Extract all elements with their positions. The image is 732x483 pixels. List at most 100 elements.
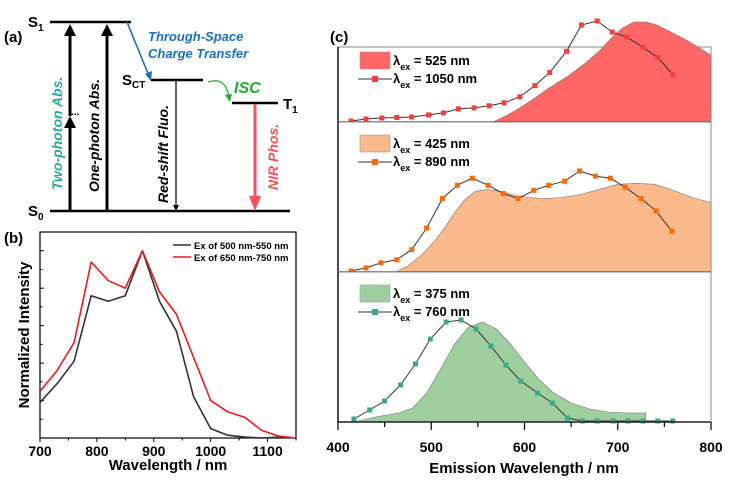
- sct-main: S: [122, 72, 132, 89]
- c-marker-2: [412, 361, 418, 367]
- c-marker-2: [443, 319, 449, 325]
- c-marker-0: [655, 54, 661, 60]
- isc-arrow: [207, 80, 232, 102]
- c-marker-2: [427, 336, 433, 342]
- two-photon-arrows: ...: [64, 24, 80, 211]
- sub: ex: [400, 62, 410, 72]
- c-marker-1: [653, 208, 659, 214]
- c-legend-fill-label: λex = 425 nm: [393, 136, 470, 155]
- c-marker-0: [455, 106, 461, 112]
- c-legend-fill-swatch: [359, 134, 391, 153]
- c-marker-1: [562, 178, 568, 184]
- axes-frame-b: [39, 231, 297, 439]
- panel-a-energy-diagram: (a) S1 S0 SCT T1 ... Two-photon Abs. One…: [4, 14, 298, 223]
- t1-sub: 1: [292, 105, 298, 116]
- c-fill-area-1: [395, 182, 712, 273]
- b-xtick-label: 700: [28, 443, 52, 459]
- lambda: λ: [393, 71, 401, 86]
- c-marker-0: [501, 100, 507, 106]
- c-marker-1: [485, 182, 491, 188]
- level-label-s1: S1: [28, 14, 44, 34]
- c-marker-1: [469, 175, 475, 181]
- level-label-sct: SCT: [122, 72, 145, 91]
- c-marker-2: [503, 362, 509, 368]
- c-marker-1: [546, 182, 552, 188]
- c-marker-2: [640, 418, 646, 424]
- s0-sub: 0: [38, 212, 44, 223]
- lambda: λ: [393, 53, 401, 68]
- c-marker-1: [577, 168, 582, 174]
- b-legend-label-0: Ex of 500 nm-550 nm: [194, 241, 289, 252]
- c-marker-1: [669, 228, 675, 234]
- c-marker-0: [394, 115, 400, 120]
- c-marker-2: [351, 416, 357, 422]
- c-legend-marker: [372, 159, 378, 165]
- tsct-label-line1: Through-Space: [148, 29, 243, 44]
- c-marker-1: [500, 191, 506, 196]
- b-series-line-1: [39, 249, 297, 439]
- t1-main: T: [283, 96, 292, 113]
- sub: ex: [400, 295, 410, 305]
- c-marker-2: [610, 418, 616, 424]
- c-marker-2: [550, 400, 555, 406]
- c-marker-2: [579, 418, 585, 424]
- c-marker-2: [655, 418, 661, 424]
- panel-label-b: (b): [4, 230, 23, 247]
- c-line-0: [351, 20, 674, 122]
- red-shift-fluo-arrow: [173, 80, 179, 211]
- c-marker-0: [670, 72, 676, 77]
- panel-b-chart: (b) 700 800 900 1000 1100 Wavelength / nm No…: [4, 230, 297, 474]
- lambda: λ: [393, 136, 401, 151]
- c-legend-fill-swatch: [359, 284, 391, 303]
- c-marker-1: [607, 175, 613, 181]
- b-ticks: [39, 231, 297, 442]
- b-legend-label-1: Ex of 650 nm-750 nm: [194, 253, 289, 264]
- c-marker-0: [363, 116, 369, 122]
- c-marker-2: [564, 415, 570, 421]
- c-marker-0: [486, 103, 492, 109]
- c-marker-0: [440, 110, 446, 116]
- c-marker-0: [426, 112, 431, 118]
- c-marker-0: [640, 44, 646, 50]
- value: = 760 nm: [410, 304, 470, 319]
- sub: ex: [400, 80, 410, 90]
- c-marker-1: [439, 196, 445, 202]
- tsct-label-line2: Charge Transfer: [148, 46, 249, 61]
- c-marker-1: [515, 196, 521, 202]
- level-label-s0: S0: [28, 203, 44, 223]
- c-marker-0: [348, 118, 354, 124]
- c-marker-2: [670, 418, 676, 424]
- c-fill-area-0: [492, 21, 712, 123]
- c-xtick-label: 600: [513, 439, 537, 455]
- c-legend-line-label: λex = 760 nm: [393, 304, 470, 323]
- b-ylabel: Normalized Intensity: [16, 261, 33, 408]
- c-marker-2: [382, 398, 388, 404]
- s0-main: S: [28, 203, 38, 220]
- b-series: [39, 249, 297, 439]
- c-marker-2: [594, 418, 600, 424]
- one-photon-label: One-photon Abs.: [86, 79, 102, 192]
- c-legend-marker: [372, 76, 378, 82]
- b-xtick-labels: 700 800 900 1000 1100: [28, 443, 283, 459]
- c-marker-0: [578, 22, 584, 28]
- sub: ex: [400, 145, 410, 155]
- sub: ex: [400, 313, 410, 323]
- b-xlabel: Wavelength / nm: [109, 457, 228, 474]
- c-line-2: [353, 319, 673, 422]
- two-photon-label: Two-photon Abs.: [49, 77, 65, 190]
- c-marker-0: [379, 115, 385, 121]
- c-xtick-label: 400: [326, 439, 350, 455]
- value: = 525 nm: [410, 53, 470, 68]
- c-legend-line-label: λex = 1050 nm: [393, 71, 477, 90]
- c-xtick-labels: 400 500 600 700 800: [326, 439, 723, 455]
- red-shift-label: Red-shift Fluo.: [155, 105, 171, 203]
- c-marker-0: [409, 114, 415, 120]
- c-marker-0: [624, 34, 630, 40]
- c-xtick-label: 700: [606, 439, 630, 455]
- value: = 890 nm: [410, 154, 470, 169]
